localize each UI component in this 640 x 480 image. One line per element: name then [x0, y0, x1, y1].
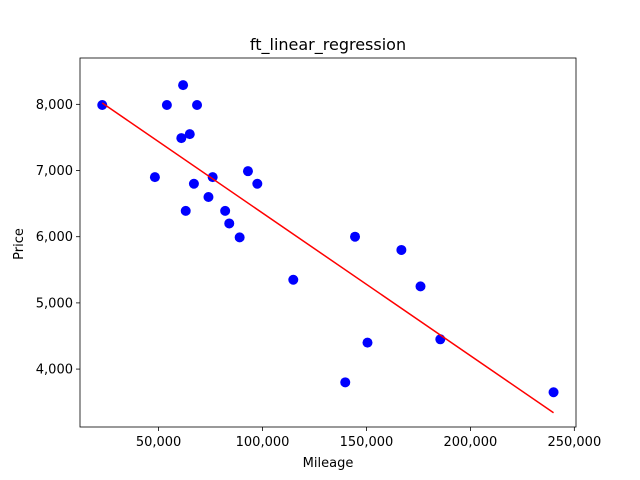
x-tick-label: 100,000: [236, 435, 290, 450]
data-point: [188, 178, 199, 189]
data-point: [149, 172, 160, 183]
regression-line: [101, 102, 554, 414]
y-tick-label: 5,000: [36, 296, 73, 311]
data-point: [234, 232, 245, 243]
data-point: [220, 205, 231, 216]
y-tick-label: 7,000: [36, 164, 73, 179]
x-tick-label: 50,000: [136, 435, 182, 450]
y-tick-label: 6,000: [36, 230, 73, 245]
data-point: [252, 178, 263, 189]
data-point: [350, 231, 361, 242]
y-tick-label: 8,000: [36, 98, 73, 113]
data-point: [184, 129, 195, 140]
data-point: [176, 133, 187, 144]
x-axis-label: Mileage: [303, 456, 354, 471]
data-point: [192, 99, 203, 110]
data-point: [242, 166, 253, 177]
y-axis-label: Price: [12, 228, 27, 260]
data-point: [161, 99, 172, 110]
data-point: [203, 191, 214, 202]
data-point: [178, 80, 189, 91]
x-tick-label: 200,000: [444, 435, 498, 450]
data-point: [97, 99, 108, 110]
data-point: [340, 377, 351, 388]
x-tick-label: 150,000: [340, 435, 394, 450]
data-point: [362, 337, 373, 348]
x-tick-label: 250,000: [547, 435, 601, 450]
data-point: [224, 218, 235, 229]
chart-title: ft_linear_regression: [250, 35, 406, 55]
data-point: [180, 205, 191, 216]
data-point: [548, 387, 559, 398]
data-point: [396, 244, 407, 255]
plot-area: 50,000 100,000 150,000 200,000 250,000 4,000 5…: [36, 57, 601, 450]
plot-frame: [79, 57, 577, 428]
data-point: [288, 274, 299, 285]
y-tick-label: 4,000: [36, 363, 73, 378]
data-point: [415, 281, 426, 292]
